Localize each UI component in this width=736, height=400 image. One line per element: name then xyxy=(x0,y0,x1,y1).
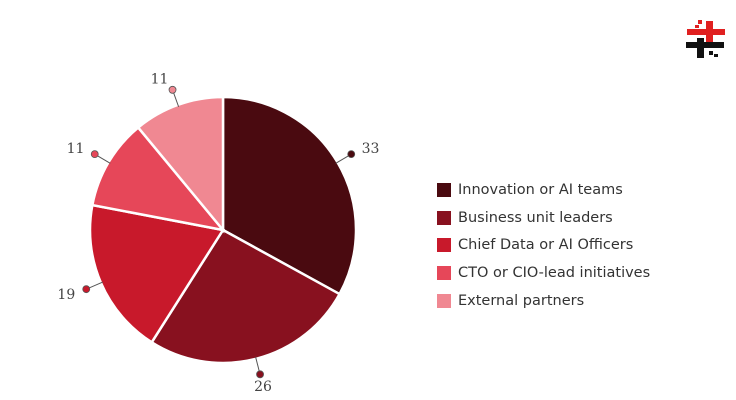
legend-label: Innovation or AI teams xyxy=(458,181,623,198)
legend-swatch xyxy=(437,210,451,225)
label-marker xyxy=(347,150,356,159)
legend-label: Chief Data or AI Officers xyxy=(458,237,634,254)
legend-item[interactable]: External partners xyxy=(437,287,650,315)
legend-swatch xyxy=(437,265,451,280)
legend-item[interactable]: Innovation or AI teams xyxy=(437,176,650,204)
label-marker xyxy=(256,370,264,379)
legend-label: External partners xyxy=(458,292,585,309)
legend-label: CTO or CIO-lead initiatives xyxy=(458,264,651,281)
legend-swatch xyxy=(437,293,451,308)
data-label: 11 xyxy=(67,141,85,157)
legend-item[interactable]: Chief Data or AI Officers xyxy=(437,231,650,259)
legend-item[interactable]: CTO or CIO-lead initiatives xyxy=(437,259,650,287)
data-label: 33 xyxy=(362,141,380,157)
label-marker xyxy=(82,285,91,294)
legend-label: Business unit leaders xyxy=(458,209,613,226)
pie-chart: 33 26 19 11 11 xyxy=(57,72,380,395)
data-label: 26 xyxy=(254,379,272,395)
data-label: 19 xyxy=(57,287,75,303)
label-marker xyxy=(90,150,99,159)
data-label: 11 xyxy=(151,72,169,88)
legend-item[interactable]: Business unit leaders xyxy=(437,204,650,232)
legend-swatch xyxy=(437,182,451,197)
label-marker xyxy=(168,85,177,94)
legend: Innovation or AI teams Business unit lea… xyxy=(437,176,650,314)
brand-logo xyxy=(686,20,725,58)
legend-swatch xyxy=(437,238,451,253)
